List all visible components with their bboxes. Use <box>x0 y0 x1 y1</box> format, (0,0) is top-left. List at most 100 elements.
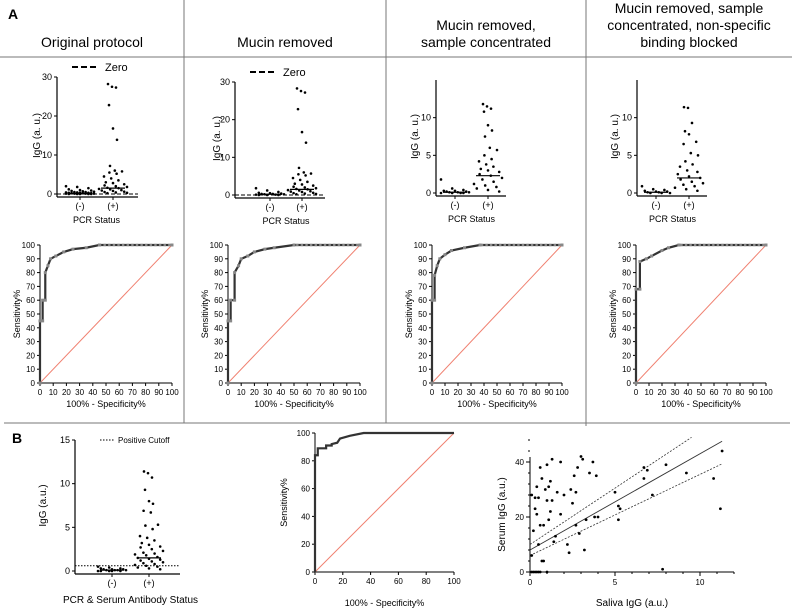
data-point <box>554 534 557 538</box>
data-point <box>475 187 479 190</box>
x-tick-label: 70 <box>519 388 528 397</box>
roc-point <box>530 243 534 247</box>
roc-point <box>342 243 345 247</box>
roc-point <box>730 243 733 247</box>
roc-point <box>319 243 322 247</box>
y-tick-label: 50 <box>622 310 631 319</box>
data-point <box>115 138 119 142</box>
data-point <box>701 181 705 185</box>
y-tick-label: 40 <box>301 512 310 521</box>
data-point <box>64 184 68 188</box>
data-point <box>142 551 145 554</box>
data-point <box>538 570 542 574</box>
y-tick-label: 90 <box>418 255 427 264</box>
y-tick-label: 30 <box>418 338 427 347</box>
data-point <box>547 485 551 489</box>
data-point <box>115 172 118 176</box>
x-tick-label: 100 <box>555 388 569 397</box>
data-point <box>533 507 537 511</box>
y-tick-label: 5 <box>426 150 431 160</box>
data-point <box>576 466 579 469</box>
data-point <box>596 515 600 519</box>
data-point <box>442 189 446 193</box>
roc-point <box>433 273 437 277</box>
roc-point <box>526 243 529 247</box>
y-axis-label: IgG (a. u.) <box>32 113 43 158</box>
x-tick-label: 30 <box>263 388 272 397</box>
y-tick-label: 70 <box>26 282 35 291</box>
roc-point <box>41 319 45 323</box>
y-tick-label: 80 <box>418 269 427 278</box>
y-axis-label: IgG (a. u.) <box>212 116 223 161</box>
y-tick-label: 100 <box>22 241 36 250</box>
x-tick-label: 90 <box>749 388 758 397</box>
panel-title-binding-blocked: Mucin removed, sample concentrated, non-… <box>607 0 771 50</box>
data-point <box>265 189 269 192</box>
data-point <box>92 192 96 195</box>
data-point <box>120 170 124 173</box>
x-tick-label: 70 <box>316 388 325 397</box>
roc-point <box>358 243 362 247</box>
data-point <box>147 499 151 503</box>
data-point <box>481 178 484 181</box>
data-point <box>103 190 106 194</box>
y-tick-label: 0 <box>65 566 70 576</box>
data-point <box>488 146 492 150</box>
data-point <box>532 529 535 533</box>
roc-point <box>170 243 174 247</box>
y-tick-label: 10 <box>42 150 52 160</box>
roc-point <box>508 243 511 247</box>
data-point <box>530 554 534 557</box>
roc-point <box>263 247 267 251</box>
data-point <box>111 189 115 193</box>
y-tick-label: 40 <box>622 324 631 333</box>
data-point <box>682 183 685 187</box>
data-point <box>661 567 664 571</box>
roc-point <box>734 243 738 247</box>
x-tick-label: 50 <box>493 388 502 397</box>
data-point <box>133 563 137 567</box>
data-point <box>143 488 147 492</box>
y-tick-label: 0 <box>423 379 428 388</box>
y-tick-label: 10 <box>622 113 632 123</box>
x-tick-label: 80 <box>736 388 745 397</box>
data-point <box>150 547 154 551</box>
x-tick-label: 50 <box>290 388 299 397</box>
x-tick-label: 40 <box>88 388 97 397</box>
roc-point <box>739 243 742 247</box>
x-tick-label: 0 <box>430 388 435 397</box>
data-point <box>293 182 297 185</box>
data-point <box>682 105 686 109</box>
y-tick-label: 60 <box>26 296 35 305</box>
data-point <box>144 553 148 557</box>
roc-point <box>300 243 304 247</box>
x-tick-label: 10 <box>441 388 450 397</box>
y-tick-label: 40 <box>214 324 223 333</box>
data-point <box>696 189 699 193</box>
data-point <box>486 123 490 127</box>
data-point <box>439 178 443 181</box>
x-tick-label: 40 <box>366 577 375 586</box>
roc-point <box>309 243 313 247</box>
data-point <box>122 182 126 186</box>
roc-point <box>328 243 331 247</box>
data-point <box>103 184 106 187</box>
data-point <box>640 184 644 188</box>
roc-point <box>703 243 706 247</box>
roc-point <box>71 247 75 251</box>
data-point <box>643 189 647 193</box>
y-tick-label: 10 <box>60 479 70 489</box>
data-point <box>92 190 96 193</box>
roc-point <box>748 243 751 247</box>
data-point <box>314 192 318 196</box>
roc-point <box>140 243 143 247</box>
roc-point <box>430 381 434 385</box>
y-tick-label: 20 <box>418 351 427 360</box>
legend-label: Zero <box>105 62 128 74</box>
y-axis-label: Sensitivity% <box>200 290 210 339</box>
x-tick-label: 20 <box>338 577 347 586</box>
y-axis-label: Sensitivity% <box>12 290 22 339</box>
data-point <box>545 570 549 574</box>
data-point <box>107 566 111 569</box>
data-point <box>571 501 574 505</box>
